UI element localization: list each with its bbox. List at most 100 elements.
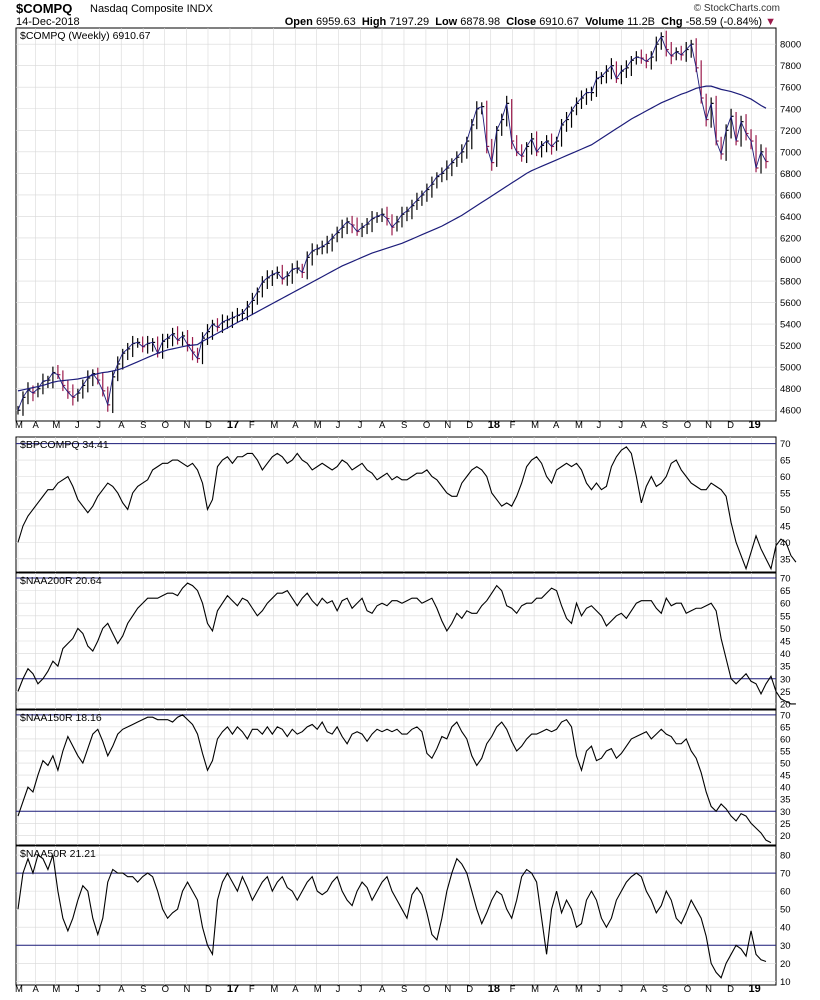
x-tick-label: D (205, 420, 212, 431)
y-tick-label: 35 (780, 554, 791, 565)
y-tick-label: 7400 (780, 104, 801, 115)
indicator-line-4 (17, 854, 767, 979)
x-tick-label: O (162, 984, 169, 995)
x-tick-label: M (15, 420, 23, 431)
x-tick-label: O (162, 420, 169, 431)
x-tick-label: D (466, 420, 473, 431)
y-tick-label: 6800 (780, 169, 801, 180)
moving-average-line (17, 85, 767, 392)
x-tick-label: J (96, 984, 101, 995)
x-tick-label: M (575, 420, 583, 431)
y-tick-label: 20 (780, 959, 791, 970)
y-tick-label: 40 (780, 538, 791, 549)
panel-frame-5 (15, 845, 777, 986)
y-tick-label: 35 (780, 795, 791, 806)
y-tick-label: 35 (780, 662, 791, 673)
y-tick-label: 5600 (780, 298, 801, 309)
x-tick-label: N (184, 984, 191, 995)
x-tick-label: A (32, 984, 39, 995)
x-tick-label: D (466, 984, 473, 995)
y-tick-label: 30 (780, 807, 791, 818)
y-tick-label: 40 (780, 923, 791, 934)
open-value: 6959.63 (315, 16, 356, 28)
x-tick-label: 19 (749, 983, 761, 995)
high-label: High (361, 16, 387, 28)
y-tick-label: 50 (780, 624, 791, 635)
close-label: Close (506, 16, 537, 28)
y-tick-label: 70 (780, 574, 791, 585)
x-tick-label: J (618, 984, 623, 995)
y-tick-label: 55 (780, 488, 791, 499)
x-tick-label: J (358, 420, 363, 431)
x-tick-label: A (118, 984, 125, 995)
y-tick-label: 10 (780, 977, 791, 988)
y-tick-label: 7600 (780, 83, 801, 94)
x-tick-label: J (618, 420, 623, 431)
quote-bar: Open 6959.63 High 7197.29 Low 6878.98 Cl… (285, 16, 776, 28)
x-tick-label: 17 (227, 983, 239, 995)
x-tick-label: 19 (749, 419, 761, 431)
y-tick-label: 65 (780, 586, 791, 597)
y-tick-label: 25 (780, 819, 791, 830)
x-tick-label: M (270, 984, 278, 995)
x-tick-label: D (727, 984, 734, 995)
panel-label-3: $NAA200R 20.64 (20, 575, 102, 587)
x-tick-label: F (249, 420, 255, 431)
x-tick-label: S (401, 420, 407, 431)
price-close-line (17, 35, 767, 411)
x-tick-label: S (140, 420, 146, 431)
high-value: 7197.29 (389, 16, 430, 28)
x-tick-label: F (510, 984, 516, 995)
x-tick-label: J (596, 420, 601, 431)
panel-label-2: $BPCOMPQ 34.41 (20, 439, 109, 451)
y-tick-label: 25 (780, 687, 791, 698)
y-tick-label: 20 (780, 699, 791, 710)
volume-value: 11.2B (627, 16, 656, 28)
indicator-line-2 (17, 582, 796, 705)
panel-frame-2 (15, 436, 777, 573)
symbol-title: $COMPQ (16, 1, 73, 16)
y-tick-label: 40 (780, 649, 791, 660)
y-tick-label: 50 (780, 905, 791, 916)
x-tick-label: 18 (488, 983, 500, 995)
chart-date: 14-Dec-2018 (16, 16, 80, 28)
change-value: -58.59 (-0.84%) (685, 16, 763, 28)
y-tick-label: 6400 (780, 212, 801, 223)
x-tick-label: S (401, 984, 407, 995)
x-tick-label: A (640, 420, 647, 431)
x-tick-label: A (379, 984, 386, 995)
open-label: Open (284, 16, 313, 28)
change-label: Chg (661, 16, 683, 28)
x-tick-label: D (727, 420, 734, 431)
x-tick-label: A (292, 420, 299, 431)
x-tick-label: O (684, 984, 691, 995)
low-value: 6878.98 (460, 16, 501, 28)
y-tick-label: 45 (780, 637, 791, 648)
y-tick-label: 70 (780, 710, 791, 721)
y-tick-label: 70 (780, 869, 791, 880)
x-tick-label: J (336, 420, 341, 431)
panel-label-5: $NAA50R 21.21 (20, 848, 96, 860)
down-arrow-icon: ▼ (765, 16, 776, 28)
y-tick-label: 50 (780, 505, 791, 516)
x-tick-label: D (205, 984, 212, 995)
panel-frame-1 (15, 27, 777, 422)
x-tick-label: J (358, 984, 363, 995)
x-tick-label: M (314, 420, 322, 431)
x-tick-label: A (292, 984, 299, 995)
x-tick-label: S (140, 984, 146, 995)
y-tick-label: 5000 (780, 363, 801, 374)
x-tick-label: O (423, 984, 430, 995)
x-tick-label: A (640, 984, 647, 995)
close-value: 6910.67 (539, 16, 579, 28)
x-tick-label: S (662, 984, 668, 995)
y-tick-label: 40 (780, 783, 791, 794)
x-tick-label: M (531, 984, 539, 995)
y-tick-label: 20 (780, 831, 791, 842)
y-tick-label: 60 (780, 472, 791, 483)
y-tick-label: 6200 (780, 233, 801, 244)
panel-frame-4 (15, 709, 777, 846)
low-label: Low (435, 16, 458, 28)
y-tick-label: 70 (780, 439, 791, 450)
